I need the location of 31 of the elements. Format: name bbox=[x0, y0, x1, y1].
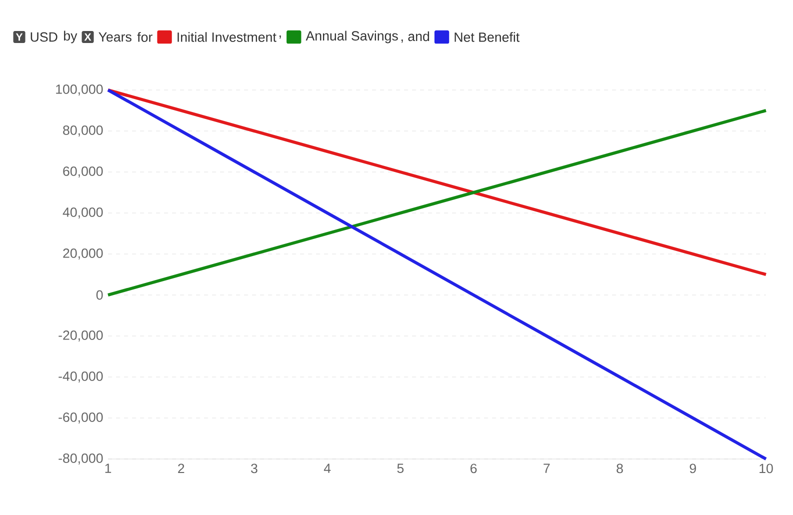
x-tick-label: 3 bbox=[251, 464, 258, 474]
x-tick-label: 2 bbox=[178, 464, 184, 474]
text: Y bbox=[16, 33, 23, 41]
x-tick-label: 4 bbox=[324, 464, 331, 473]
x-tick-label: 6 bbox=[470, 464, 477, 474]
y-tick-label: 100,000 bbox=[56, 84, 103, 96]
x-tick-label: 10 bbox=[760, 464, 773, 474]
text: X bbox=[84, 33, 92, 41]
x-tick-label: 5 bbox=[397, 464, 404, 474]
x-tick-label: 8 bbox=[616, 464, 623, 474]
text: , and bbox=[401, 31, 430, 43]
legend-label: Annual Savings bbox=[306, 30, 398, 44]
y-tick-label: 40,000 bbox=[62, 208, 103, 219]
x-tick-label: 9 bbox=[690, 464, 696, 474]
text: , bbox=[280, 35, 281, 39]
x-tick-label: 1 bbox=[105, 464, 112, 473]
y-tick-label: 60,000 bbox=[63, 166, 103, 178]
y-tick-label: 80,000 bbox=[63, 126, 103, 137]
y-tick-label: -80,000 bbox=[58, 454, 103, 465]
x-tick-label: 7 bbox=[544, 464, 550, 473]
y-tick-label: 0 bbox=[96, 290, 103, 300]
text: for bbox=[137, 32, 152, 42]
legend-label: Net Benefit bbox=[454, 32, 520, 42]
y-tick-label: -60,000 bbox=[58, 412, 103, 424]
y-tick-label: -20,000 bbox=[58, 330, 103, 342]
y-tick-label: -40,000 bbox=[58, 372, 103, 383]
y-tick-label: 20,000 bbox=[63, 248, 103, 260]
y-axis-title: USD bbox=[30, 32, 58, 42]
text: by bbox=[64, 30, 78, 44]
legend-label: Initial Investment bbox=[178, 32, 276, 42]
x-axis-title: Years bbox=[98, 32, 132, 42]
